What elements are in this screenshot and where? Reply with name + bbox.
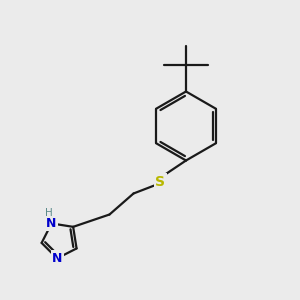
- Text: H: H: [45, 208, 53, 218]
- Text: N: N: [46, 217, 57, 230]
- Text: N: N: [52, 252, 62, 265]
- Text: S: S: [155, 175, 166, 188]
